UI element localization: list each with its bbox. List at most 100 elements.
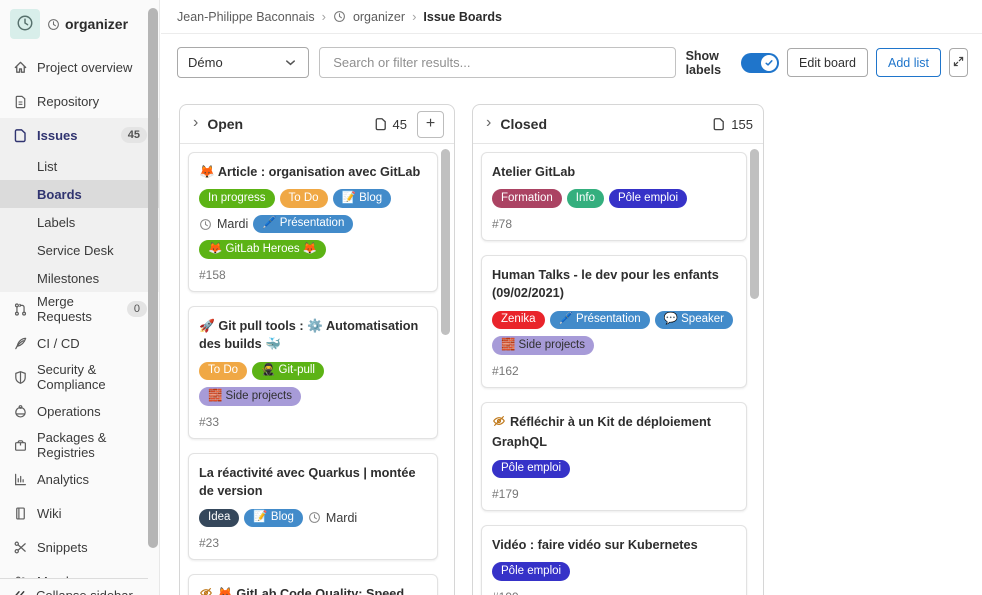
project-avatar bbox=[10, 9, 40, 39]
issue-card[interactable]: Human Talks - le dev pour les enfants (0… bbox=[481, 254, 747, 388]
sidebar-item-label: Repository bbox=[37, 93, 100, 109]
main-content: Jean-Philippe Baconnais › organizer › Is… bbox=[161, 0, 982, 595]
merge-icon bbox=[12, 302, 28, 317]
milestone-label: Mardi bbox=[325, 510, 358, 525]
issue-chips: Idea 📝 Blog Mardi bbox=[199, 508, 427, 528]
issue-card[interactable]: Vidéo : faire vidéo sur Kubernetes Pôle e… bbox=[481, 525, 747, 595]
issues-icon bbox=[712, 117, 726, 131]
label-chip[interactable]: Pôle emploi bbox=[492, 562, 571, 581]
fullscreen-button[interactable] bbox=[949, 48, 968, 77]
collapse-sidebar-label: Collapse sidebar bbox=[36, 588, 133, 595]
sidebar-item-merge-requests[interactable]: Merge Requests 0 bbox=[0, 292, 159, 326]
sidebar-item-wiki[interactable]: Wiki bbox=[0, 496, 159, 530]
board-column-closed: › Closed 155 Atelier GitLab Formation Info Pôl… bbox=[472, 104, 764, 595]
sidebar-item-snippets[interactable]: Snippets bbox=[0, 530, 159, 564]
filter-search-box bbox=[319, 47, 676, 78]
sidebar-item-label: Security & Compliance bbox=[37, 362, 106, 392]
edit-board-button[interactable]: Edit board bbox=[787, 48, 869, 77]
chevron-right-icon[interactable]: › bbox=[486, 113, 492, 131]
sidebar-item-label: Wiki bbox=[37, 505, 62, 521]
label-chip[interactable]: Formation bbox=[492, 189, 562, 208]
show-labels-label: Show labels bbox=[685, 48, 722, 77]
issue-chips: Pôle emploi bbox=[492, 459, 736, 479]
sidebar-subitem-boards[interactable]: Boards bbox=[0, 180, 159, 208]
label-chip[interactable]: 🧱 Side projects bbox=[199, 387, 301, 406]
add-list-button[interactable]: Add list bbox=[876, 48, 942, 77]
label-chip[interactable]: Idea bbox=[199, 508, 240, 528]
label-chip[interactable]: To Do bbox=[199, 361, 248, 381]
issue-card[interactable]: Atelier GitLab Formation Info Pôle emploi #7… bbox=[481, 152, 747, 241]
breadcrumb-current-page: Issue Boards bbox=[423, 9, 502, 24]
issue-title: La réactivité avec Quarkus | montée de v… bbox=[199, 464, 427, 501]
sidebar-subitem-milestones[interactable]: Milestones bbox=[37, 270, 100, 286]
column-header: › Open 45 + bbox=[180, 105, 454, 144]
sidebar-item-issues[interactable]: Issues 45 bbox=[0, 118, 159, 152]
breadcrumb-group-link[interactable]: Jean-Philippe Baconnais bbox=[177, 9, 315, 24]
label-chip[interactable]: 📝 Blog bbox=[332, 189, 392, 208]
project-name: organizer bbox=[47, 16, 128, 32]
project-context-header[interactable]: organizer bbox=[0, 0, 159, 48]
sidebar-item-ci-cd[interactable]: CI / CD bbox=[0, 326, 159, 360]
issue-card[interactable]: 🦊 Article : organisation avec GitLab In p… bbox=[188, 152, 438, 292]
sidebar-item-packages-registries[interactable]: Packages & Registries bbox=[0, 428, 159, 462]
issue-reference: #162 bbox=[492, 363, 519, 378]
label-chip[interactable]: Pôle emploi bbox=[608, 189, 688, 208]
add-issue-button[interactable]: + bbox=[417, 110, 444, 138]
issue-title-text: Réfléchir à un Kit de déploiement GraphQ… bbox=[492, 414, 711, 450]
label-chip[interactable]: In progress bbox=[199, 189, 275, 208]
issue-card[interactable]: 🦊 GitLab Code Quality: Speed Run" : test… bbox=[188, 574, 438, 595]
issue-chips: Formation Info Pôle emploi bbox=[492, 189, 736, 208]
breadcrumb: Jean-Philippe Baconnais › organizer › Is… bbox=[161, 0, 982, 34]
show-labels-toggle[interactable] bbox=[741, 52, 780, 73]
sidebar-scrollbar[interactable] bbox=[148, 8, 158, 548]
breadcrumb-project-link[interactable]: organizer bbox=[352, 9, 406, 24]
label-chip[interactable]: 💬 Speaker bbox=[654, 310, 733, 330]
clock-icon bbox=[308, 511, 321, 524]
label-chip[interactable]: 🧱 Side projects bbox=[492, 336, 594, 355]
board-select-dropdown[interactable]: Démo bbox=[177, 47, 310, 78]
issue-title: Atelier GitLab bbox=[492, 163, 736, 181]
issue-card[interactable]: La réactivité avec Quarkus | montée de v… bbox=[188, 452, 438, 561]
sidebar-subitem-labels[interactable]: Labels bbox=[37, 214, 76, 230]
issue-title-text: Atelier GitLab bbox=[492, 165, 576, 179]
sidebar-item-security-compliance[interactable]: Security & Compliance bbox=[0, 360, 159, 394]
label-chip[interactable]: 🖊️ Présentation bbox=[253, 214, 354, 234]
sidebar-nav: Project overview Repository Issues 45 List Bo… bbox=[0, 50, 159, 595]
sidebar-item-project-overview[interactable]: Project overview bbox=[0, 50, 159, 84]
column-scrollbar[interactable] bbox=[441, 149, 450, 335]
sidebar-item-label: CI / CD bbox=[37, 335, 80, 351]
sidebar-subitem-service-desk[interactable]: Service Desk bbox=[37, 242, 114, 258]
sidebar-item-repository[interactable]: Repository bbox=[0, 84, 159, 118]
collapse-sidebar-button[interactable]: Collapse sidebar bbox=[0, 578, 148, 595]
issue-title: 🚀 Git pull tools : ⚙️ Automatisation des… bbox=[199, 317, 427, 354]
search-input[interactable] bbox=[331, 54, 664, 71]
issue-reference: #23 bbox=[199, 536, 220, 551]
sidebar-item-analytics[interactable]: Analytics bbox=[0, 462, 159, 496]
milestone-label: Mardi bbox=[217, 217, 249, 232]
chevron-right-icon[interactable]: › bbox=[193, 113, 199, 131]
issue-title-text: Human Talks - le dev pour les enfants (0… bbox=[492, 267, 719, 301]
sidebar-subitem-list[interactable]: List bbox=[37, 158, 58, 174]
label-chip[interactable]: Info bbox=[566, 189, 604, 208]
label-chip[interactable]: 🖊️ Présentation bbox=[549, 310, 650, 330]
issue-count-value: 155 bbox=[731, 116, 753, 132]
label-chip[interactable]: 📝 Blog bbox=[244, 508, 303, 528]
breadcrumb-separator: › bbox=[412, 9, 417, 24]
sidebar-item-operations[interactable]: Operations bbox=[0, 394, 159, 428]
label-chip[interactable]: 🦊 GitLab Heroes 🦊 bbox=[199, 240, 327, 259]
column-scrollbar[interactable] bbox=[750, 149, 759, 299]
chart-icon bbox=[12, 472, 28, 487]
clock-icon bbox=[47, 18, 60, 31]
issue-chips: In progress To Do 📝 Blog Mardi 🖊️ Présentati… bbox=[199, 189, 427, 259]
issue-card[interactable]: 🚀 Git pull tools : ⚙️ Automatisation des… bbox=[188, 305, 438, 439]
label-chip[interactable]: Zenika bbox=[492, 310, 545, 330]
issue-reference: #78 bbox=[492, 216, 513, 231]
label-chip[interactable]: Pôle emploi bbox=[492, 459, 571, 479]
clock-icon bbox=[333, 10, 346, 23]
label-chip[interactable]: 🥷 Git-pull bbox=[252, 361, 324, 381]
issue-card[interactable]: Réfléchir à un Kit de déploiement GraphQ… bbox=[481, 401, 747, 512]
chevron-down-icon bbox=[283, 55, 298, 70]
milestone: Mardi bbox=[308, 511, 357, 525]
label-chip[interactable]: To Do bbox=[279, 189, 328, 208]
issues-icon bbox=[374, 117, 388, 131]
